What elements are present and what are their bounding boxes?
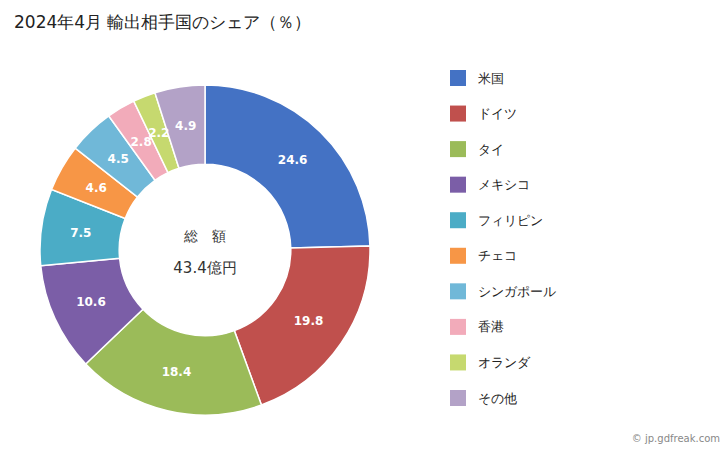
legend-label: フィリピン <box>478 213 543 228</box>
source: © jp.gdfreak.com <box>632 433 720 444</box>
center-label: 43.4億円 <box>173 259 236 277</box>
legend-label: シンガポール <box>478 284 556 299</box>
chart-svg: 2024年4月 輸出相手国のシェア（％） 24.6 19.8 18.4 10.6 7.5 4… <box>0 0 728 450</box>
title: 2024年4月 輸出相手国のシェア（％） <box>14 12 311 32</box>
legend-label: ドイツ <box>478 106 517 121</box>
legend-label: メキシコ <box>478 177 530 192</box>
data-label: 7.5 <box>70 226 91 240</box>
legend-swatch <box>450 141 466 157</box>
legend-swatch <box>450 390 466 406</box>
legend-label: オランダ <box>478 355 531 370</box>
data-label: 2.2 <box>148 126 169 140</box>
slices <box>40 85 370 415</box>
legend-label: タイ <box>478 142 504 157</box>
data-label: 10.6 <box>76 295 106 309</box>
legend-label: 米国 <box>478 71 504 86</box>
data-labels: 24.619.818.410.67.54.64.52.82.24.9 <box>70 119 323 379</box>
legend-swatch <box>450 70 466 86</box>
legend-label: その他 <box>478 391 517 406</box>
data-label: 4.6 <box>86 181 107 195</box>
legend-swatch <box>450 212 466 228</box>
slice <box>205 85 370 248</box>
legend-swatch <box>450 319 466 335</box>
data-label: 19.8 <box>294 314 324 328</box>
legend-swatch <box>450 106 466 122</box>
data-label: 4.9 <box>175 119 196 133</box>
legend-swatch <box>450 354 466 370</box>
slice <box>234 246 370 405</box>
legend-label: チェコ <box>478 248 517 263</box>
legend-swatch <box>450 177 466 193</box>
data-label: 18.4 <box>162 365 192 379</box>
legend: 米国ドイツタイメキシコフィリピンチェコシンガポール香港オランダその他 <box>450 70 556 406</box>
legend-swatch <box>450 283 466 299</box>
legend-swatch <box>450 248 466 264</box>
slice <box>41 258 143 364</box>
center-label: 総 額 <box>183 228 226 244</box>
data-label: 4.5 <box>108 152 129 166</box>
data-label: 24.6 <box>278 153 308 167</box>
chart-container: 2024年4月 輸出相手国のシェア（％） 24.6 19.8 18.4 10.6 7.5 4… <box>0 0 728 450</box>
legend-label: 香港 <box>478 319 504 334</box>
